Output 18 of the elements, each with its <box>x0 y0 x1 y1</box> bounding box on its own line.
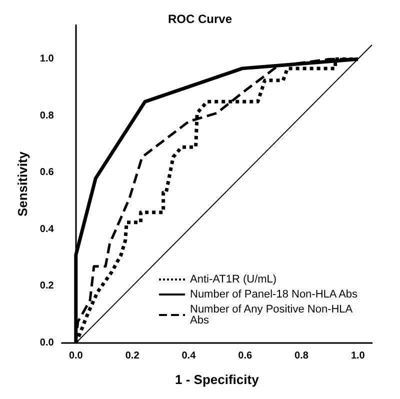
y-tick-label: 0.0 <box>40 338 54 348</box>
x-tick-label: 1.0 <box>350 350 366 362</box>
y-tick-label: 0.2 <box>40 280 54 292</box>
x-tick-label: 0.0 <box>68 350 84 362</box>
legend-label: Number of Any Positive Non-HLA Abs <box>190 304 356 326</box>
x-tick-label: 0.4 <box>182 350 196 362</box>
y-tick-label: 0.6 <box>40 167 54 178</box>
x-tick-label: 0.8 <box>294 350 309 362</box>
x-axis-title: 1 - Specificity <box>174 372 260 387</box>
y-tick-label: 0.8 <box>40 110 54 122</box>
y-tick-label: 1.0 <box>40 54 54 65</box>
legend-label: Number of Panel-18 Non-HLA Abs <box>190 288 358 300</box>
legend-label: Anti-AT1R (U/mL) <box>190 274 277 286</box>
chart-title: ROC Curve <box>168 12 232 26</box>
y-tick-label: 0.4 <box>40 224 54 235</box>
x-tick-label: 0.2 <box>125 350 140 362</box>
y-axis-title: Sensitivity <box>15 150 30 217</box>
x-tick-label: 0.6 <box>238 350 252 362</box>
